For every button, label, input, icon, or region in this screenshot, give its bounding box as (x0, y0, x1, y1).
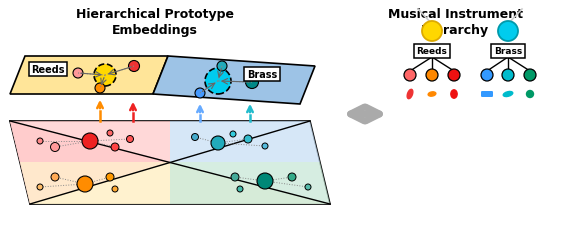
Circle shape (205, 69, 231, 95)
Ellipse shape (407, 90, 413, 99)
Circle shape (498, 22, 518, 42)
Text: Reeds: Reeds (416, 47, 447, 56)
Circle shape (112, 186, 118, 192)
Circle shape (95, 84, 105, 94)
Circle shape (192, 134, 198, 141)
Circle shape (426, 70, 438, 82)
Circle shape (211, 136, 225, 150)
Polygon shape (170, 121, 320, 162)
Ellipse shape (451, 90, 457, 99)
Circle shape (126, 136, 133, 143)
Text: Brass: Brass (494, 47, 522, 56)
Text: Musical Instrument
Hierarchy: Musical Instrument Hierarchy (387, 8, 522, 37)
Circle shape (288, 173, 296, 181)
Circle shape (77, 176, 93, 192)
Circle shape (107, 131, 113, 136)
Circle shape (305, 184, 311, 190)
Text: Brass: Brass (247, 70, 277, 80)
Circle shape (245, 76, 259, 89)
Text: Hierarchical Prototype
Embeddings: Hierarchical Prototype Embeddings (76, 8, 234, 37)
Circle shape (404, 70, 416, 82)
Circle shape (195, 89, 205, 98)
Ellipse shape (503, 92, 513, 97)
Polygon shape (10, 121, 170, 162)
Circle shape (448, 70, 460, 82)
Circle shape (50, 143, 59, 152)
Circle shape (237, 186, 243, 192)
Circle shape (217, 62, 227, 72)
Polygon shape (10, 57, 168, 95)
Circle shape (106, 173, 114, 181)
Circle shape (230, 131, 236, 137)
Polygon shape (10, 121, 170, 204)
Circle shape (262, 143, 268, 149)
Circle shape (111, 143, 119, 151)
Circle shape (129, 61, 140, 72)
Text: Reeds: Reeds (31, 65, 65, 75)
Polygon shape (30, 162, 330, 204)
Circle shape (73, 69, 83, 79)
Circle shape (37, 138, 43, 144)
Circle shape (257, 173, 273, 189)
Circle shape (51, 173, 59, 181)
Circle shape (502, 70, 514, 82)
Circle shape (481, 70, 493, 82)
Circle shape (82, 134, 98, 149)
Polygon shape (10, 121, 170, 204)
Polygon shape (170, 162, 330, 204)
Circle shape (244, 135, 252, 143)
Polygon shape (20, 162, 170, 204)
Polygon shape (153, 57, 315, 105)
FancyBboxPatch shape (482, 92, 492, 97)
Ellipse shape (428, 93, 436, 97)
Circle shape (422, 22, 442, 42)
Circle shape (94, 65, 116, 87)
Polygon shape (10, 121, 330, 204)
Circle shape (231, 173, 239, 181)
Circle shape (37, 184, 43, 190)
Circle shape (524, 70, 536, 82)
Ellipse shape (526, 91, 534, 98)
